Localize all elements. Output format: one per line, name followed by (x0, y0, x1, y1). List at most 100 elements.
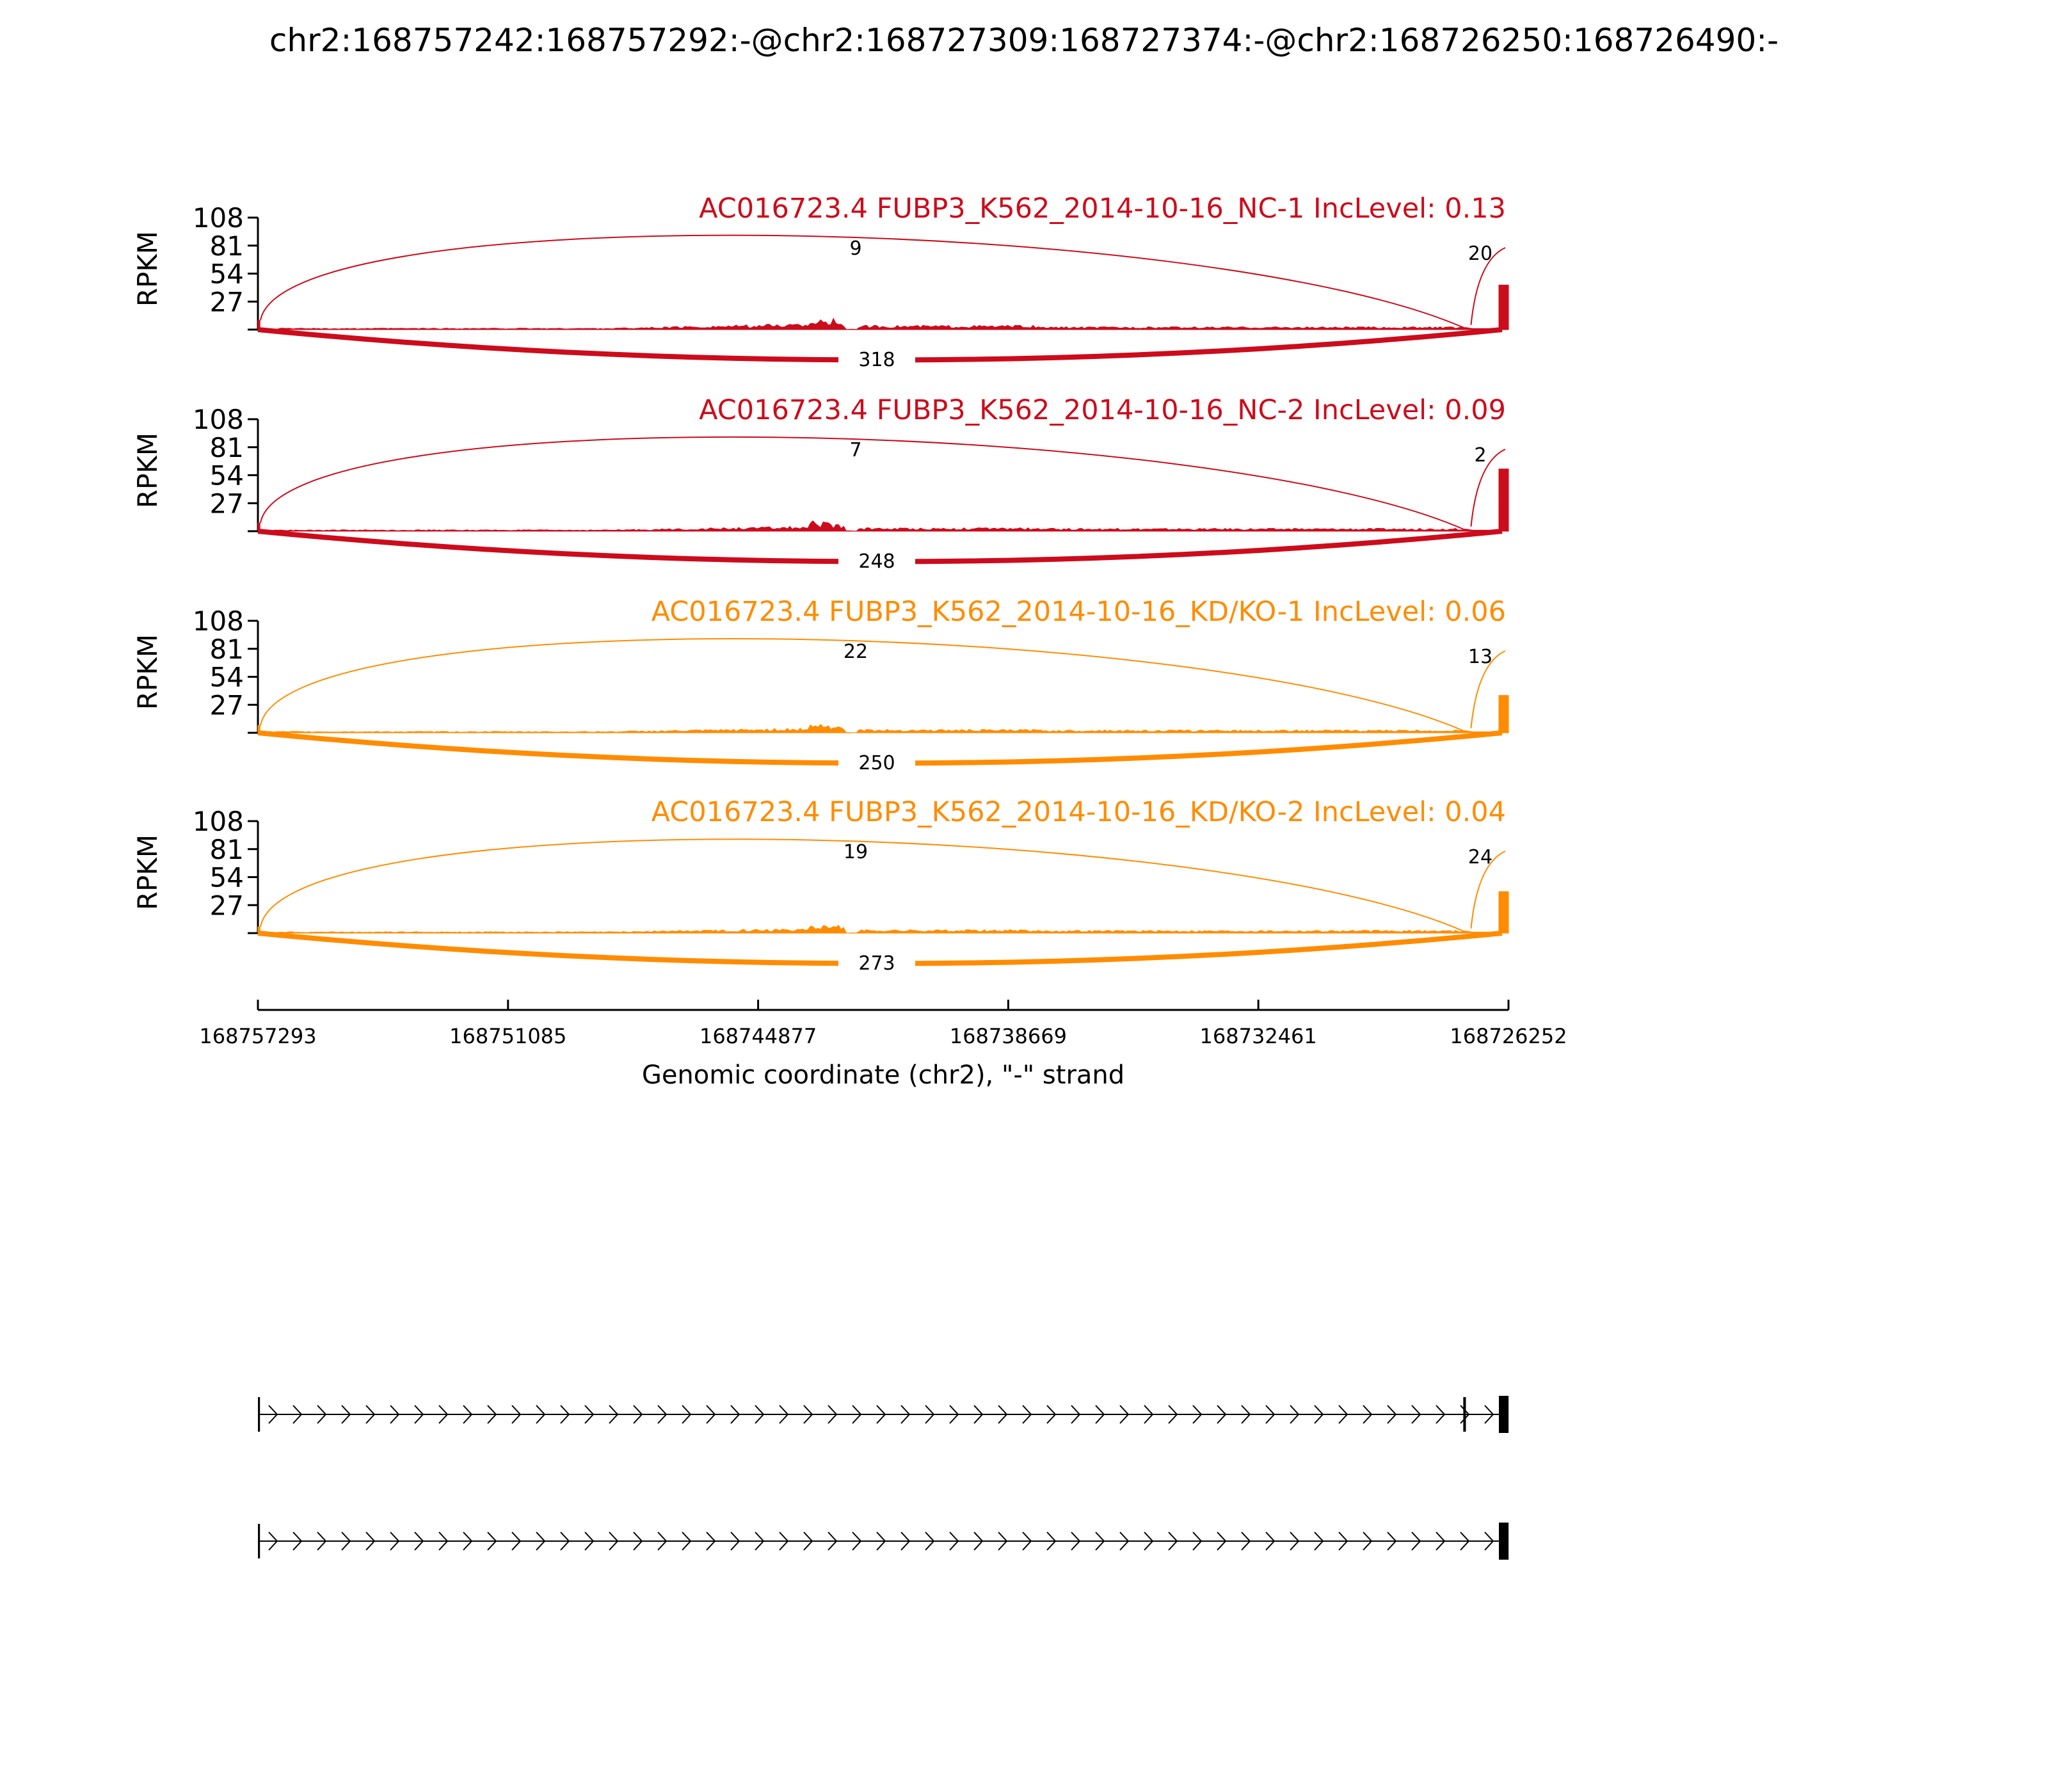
y-tick-label: 27 (210, 890, 244, 921)
strand-arrow (900, 1405, 911, 1424)
junction-count-label: 2 (1474, 444, 1486, 467)
strand-arrow (633, 1405, 643, 1424)
isoform-inclusion (258, 1396, 1509, 1433)
strand-arrow (803, 1405, 813, 1424)
junction-count-label: 24 (1468, 846, 1492, 868)
strand-arrow (1241, 1532, 1251, 1551)
y-tick-label: 27 (210, 488, 244, 519)
strand-arrow (657, 1532, 668, 1551)
isoform-exon-downstream (1499, 1396, 1509, 1433)
y-tick-label: 27 (210, 689, 244, 721)
isoform-exon-cassette (1463, 1397, 1466, 1432)
strand-arrow (1192, 1532, 1203, 1551)
isoform-exon-upstream (258, 1397, 260, 1432)
junction-arc-upstream-cassette (260, 234, 1464, 328)
track-title: AC016723.4 FUBP3_K562_2014-10-16_NC-2 In… (699, 394, 1506, 426)
strand-arrow (536, 1405, 546, 1424)
y-tick-label: 54 (210, 460, 244, 492)
strand-arrow (1046, 1405, 1057, 1424)
junction-count-label: 9 (849, 237, 861, 260)
y-tick-label: 27 (210, 286, 244, 317)
y-axis-label: RPKM (132, 634, 163, 710)
x-tick-label: 168732461 (1200, 1024, 1317, 1048)
strand-arrow (803, 1532, 813, 1551)
strand-arrow (828, 1532, 838, 1551)
strand-arrow (730, 1532, 740, 1551)
coverage-area (257, 468, 1509, 532)
strand-arrow (828, 1405, 838, 1424)
coverage-area (257, 284, 1509, 330)
strand-arrow (511, 1405, 522, 1424)
strand-arrow (511, 1532, 522, 1551)
y-tick-label: 108 (193, 404, 244, 435)
junction-arc-cassette-downstream (1470, 650, 1506, 728)
strand-arrow (1071, 1405, 1081, 1424)
junction-count-label: 273 (858, 952, 895, 975)
strand-arrow (1314, 1532, 1324, 1551)
strand-arrow (1314, 1405, 1324, 1424)
strand-arrow (852, 1532, 862, 1551)
strand-arrow (1265, 1532, 1276, 1551)
strand-arrow (609, 1532, 619, 1551)
strand-arrow (390, 1532, 400, 1551)
x-tick-label: 168751085 (449, 1024, 566, 1048)
junction-count-label: 22 (844, 641, 868, 663)
track-title: AC016723.4 FUBP3_K562_2014-10-16_KD/KO-2… (652, 796, 1506, 828)
y-tick-label: 81 (210, 834, 244, 865)
y-tick-label: 54 (210, 862, 244, 893)
strand-arrow (779, 1532, 789, 1551)
strand-arrow (560, 1532, 570, 1551)
strand-arrow (1217, 1532, 1227, 1551)
strand-arrow (706, 1405, 716, 1424)
strand-arrow (706, 1532, 716, 1551)
junction-arc-cassette-downstream (1470, 247, 1506, 325)
strand-arrow (1217, 1405, 1227, 1424)
strand-arrow (755, 1532, 765, 1551)
y-tick-label: 108 (193, 806, 244, 837)
strand-arrow (876, 1532, 886, 1551)
strand-arrow (682, 1532, 692, 1551)
x-tick-label: 168726252 (1450, 1024, 1567, 1048)
strand-arrow (876, 1405, 886, 1424)
strand-arrow (1290, 1532, 1300, 1551)
strand-arrow (779, 1405, 789, 1424)
strand-arrow (1071, 1532, 1081, 1551)
strand-arrow (1095, 1532, 1105, 1551)
track-title: AC016723.4 FUBP3_K562_2014-10-16_NC-1 In… (699, 193, 1506, 225)
y-axis-label: RPKM (132, 433, 163, 508)
strand-arrow (1095, 1405, 1105, 1424)
strand-arrow (584, 1405, 595, 1424)
strand-arrow (949, 1532, 959, 1551)
y-tick-label: 81 (210, 230, 244, 262)
y-tick-label: 54 (210, 662, 244, 693)
junction-arc-upstream-cassette (260, 838, 1464, 932)
strand-arrow (1338, 1532, 1348, 1551)
strand-arrow (998, 1532, 1008, 1551)
strand-arrow (341, 1405, 351, 1424)
strand-arrow (584, 1532, 595, 1551)
strand-arrow (487, 1405, 497, 1424)
junction-arc-upstream-cassette (260, 436, 1464, 530)
strand-arrow (1338, 1405, 1348, 1424)
junction-count-label: 250 (858, 752, 895, 774)
junction-arc-upstream-cassette (260, 638, 1464, 732)
strand-arrow (1241, 1405, 1251, 1424)
x-tick-label: 168757293 (199, 1024, 316, 1048)
strand-arrow (1168, 1532, 1178, 1551)
strand-arrow (925, 1532, 935, 1551)
strand-arrow (1460, 1405, 1470, 1424)
strand-arrow (1144, 1532, 1154, 1551)
strand-arrow (463, 1405, 473, 1424)
strand-arrow (268, 1532, 278, 1551)
strand-arrow (973, 1532, 984, 1551)
strand-arrow (1363, 1405, 1373, 1424)
strand-arrow (1119, 1532, 1130, 1551)
junction-count-label: 318 (858, 349, 895, 371)
strand-arrow (317, 1405, 327, 1424)
